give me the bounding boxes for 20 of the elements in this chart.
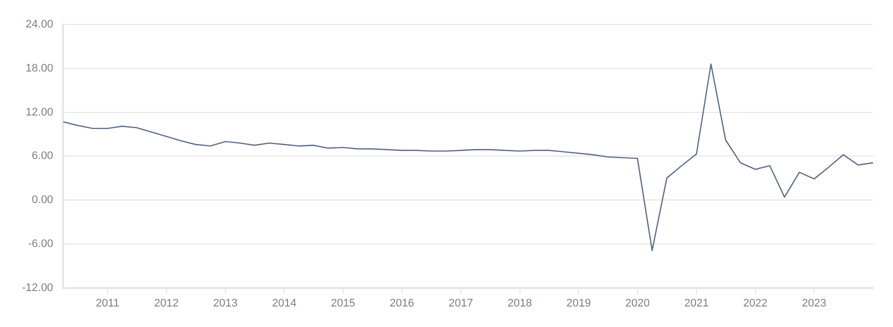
x-tick-label: 2013 (213, 297, 238, 310)
x-tick-label: 2018 (508, 297, 532, 310)
x-tick-label: 2023 (802, 297, 826, 310)
y-tick-label: -6.00 (28, 238, 54, 250)
y-tick-label: 24.00 (26, 18, 54, 31)
x-tick-label: 2014 (272, 297, 296, 310)
x-tick-label: 2012 (154, 297, 179, 310)
x-tick-label: 2019 (566, 297, 591, 310)
x-tick-label: 2017 (448, 297, 474, 310)
x-tick-label: 2016 (390, 297, 414, 310)
y-tick-label: 0.00 (32, 194, 54, 206)
x-tick-label: 2020 (625, 297, 650, 310)
x-tick-label: 2021 (684, 297, 709, 310)
x-tick-label: 2011 (96, 297, 120, 310)
x-tick-label: 2022 (743, 297, 768, 310)
y-tick-label: 12.00 (26, 106, 54, 118)
y-tick-label: -12.00 (22, 282, 54, 294)
x-tick-label: 2015 (330, 297, 356, 310)
y-tick-label: 6.00 (32, 150, 54, 162)
y-tick-label: 18.00 (26, 62, 54, 74)
